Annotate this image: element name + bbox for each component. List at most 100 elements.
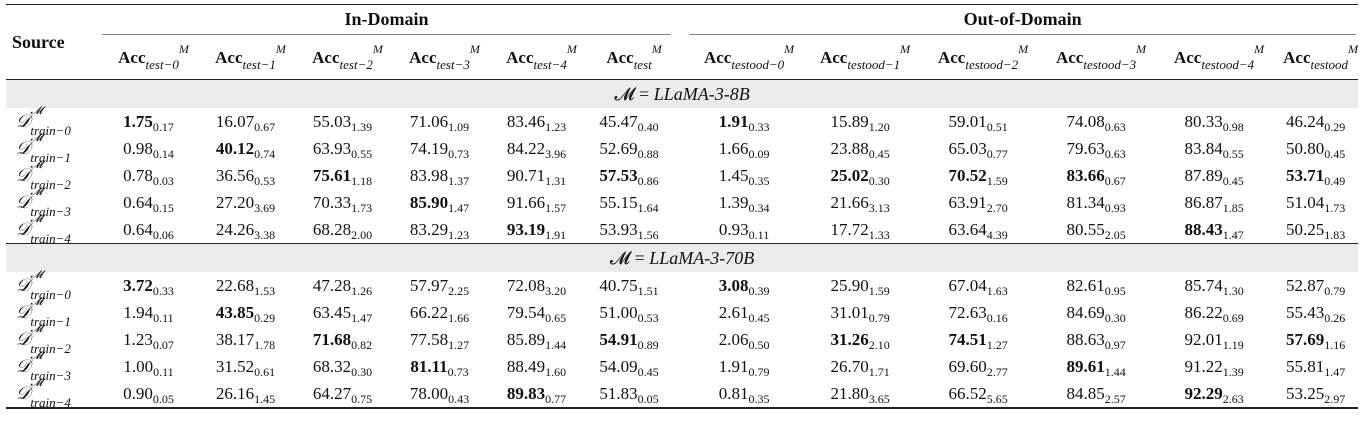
- mean-value: 43.85: [215, 302, 255, 322]
- source-symbol: 𝒟: [16, 165, 31, 186]
- value-cell: 77.581.27: [391, 326, 488, 353]
- value-cell: 27.203.69: [197, 189, 294, 216]
- column-header-sup: M: [372, 42, 383, 56]
- source-sub: train−4: [30, 230, 71, 246]
- std-value: 0.45: [637, 364, 659, 379]
- mean-value: 68.28: [312, 219, 352, 239]
- source-sup: 𝓜: [30, 158, 43, 171]
- std-value: 0.39: [748, 283, 770, 298]
- value-cell: 66.525.65: [919, 380, 1037, 408]
- std-value: 1.44: [1104, 364, 1126, 379]
- mean-value: 26.16: [215, 383, 255, 403]
- std-value: 0.11: [748, 227, 770, 242]
- mean-value: 1.66: [718, 138, 749, 158]
- std-value: 0.16: [986, 310, 1008, 325]
- std-value: 0.15: [152, 200, 174, 215]
- mean-value: 75.61: [312, 165, 352, 185]
- std-value: 3.20: [545, 283, 567, 298]
- value-cell: 74.511.27: [919, 326, 1037, 353]
- column-header-sup: M: [900, 42, 911, 56]
- source-symbol: 𝒟: [16, 111, 31, 132]
- column-header-sup: M: [275, 42, 286, 56]
- value-cell: 51.041.73: [1273, 189, 1358, 216]
- mean-value: 25.02: [830, 165, 869, 185]
- std-value: 2.97: [1324, 391, 1346, 406]
- source-sub: train−2: [30, 176, 71, 192]
- value-cell: 68.282.00: [294, 216, 391, 244]
- mean-value: 81.34: [1066, 192, 1105, 212]
- mean-value: 85.89: [506, 329, 546, 349]
- model-label: 𝓜 = LLaMA-3-70B: [6, 243, 1359, 272]
- mean-value: 66.22: [409, 302, 449, 322]
- std-value: 1.83: [1324, 227, 1346, 242]
- mean-value: 31.01: [830, 302, 869, 322]
- value-cell: 1.910.33: [687, 108, 801, 135]
- std-value: 1.64: [637, 200, 659, 215]
- source-sub: train−3: [30, 367, 71, 383]
- std-value: 1.45: [254, 391, 276, 406]
- mean-value: 23.88: [830, 138, 869, 158]
- std-value: 0.79: [1324, 283, 1346, 298]
- value-cell: 83.660.67: [1037, 162, 1155, 189]
- std-value: 1.33: [868, 227, 890, 242]
- mean-value: 85.90: [409, 192, 449, 212]
- value-cell: 89.830.77: [488, 380, 585, 408]
- column-header-sub: testood−4: [1201, 57, 1255, 72]
- value-cell: 1.390.34: [687, 189, 801, 216]
- column-header-sup: M: [1348, 42, 1359, 56]
- group-gap: [673, 108, 687, 135]
- mean-value: 55.43: [1285, 302, 1325, 322]
- mean-value: 74.51: [948, 329, 987, 349]
- mean-value: 83.98: [409, 165, 449, 185]
- value-cell: 21.663.13: [801, 189, 919, 216]
- source-sub: train−3: [30, 203, 71, 219]
- mean-value: 40.75: [599, 275, 638, 295]
- column-header-sub: test−3: [436, 57, 470, 72]
- value-cell: 84.690.30: [1037, 299, 1155, 326]
- mean-value: 57.69: [1285, 329, 1325, 349]
- value-cell: 74.190.73: [391, 135, 488, 162]
- mean-value: 0.64: [123, 192, 153, 212]
- group-gap: [673, 326, 687, 353]
- std-value: 0.73: [447, 364, 469, 379]
- source-sup: 𝓜: [30, 212, 43, 225]
- value-cell: 82.610.95: [1037, 272, 1155, 299]
- source-sup: 𝓜: [30, 376, 43, 389]
- column-header-base: Acc: [1173, 48, 1202, 67]
- mean-value: 87.89: [1184, 165, 1223, 185]
- mean-value: 1.91: [718, 356, 749, 376]
- mean-value: 2.06: [718, 329, 749, 349]
- std-value: 0.55: [1222, 146, 1244, 161]
- value-cell: 26.161.45: [197, 380, 294, 408]
- std-value: 0.93: [1104, 200, 1126, 215]
- source-symbol: 𝒟: [16, 275, 31, 296]
- mean-value: 90.71: [506, 165, 546, 185]
- std-value: 0.95: [1104, 283, 1126, 298]
- std-value: 1.30: [1222, 283, 1244, 298]
- source-symbol: 𝒟: [16, 383, 31, 404]
- mean-value: 59.01: [948, 111, 987, 131]
- std-value: 1.27: [448, 337, 470, 352]
- mean-value: 89.83: [506, 383, 546, 403]
- std-value: 1.39: [351, 119, 373, 134]
- std-value: 0.74: [254, 146, 276, 161]
- mean-value: 78.00: [409, 383, 449, 403]
- std-value: 1.47: [351, 310, 373, 325]
- std-value: 1.37: [448, 173, 470, 188]
- mean-value: 55.15: [599, 192, 638, 212]
- value-cell: 65.030.77: [919, 135, 1037, 162]
- mean-value: 80.33: [1184, 111, 1223, 131]
- mean-value: 86.87: [1184, 192, 1223, 212]
- value-cell: 1.000.11: [100, 353, 197, 380]
- value-cell: 23.880.45: [801, 135, 919, 162]
- value-cell: 52.690.88: [585, 135, 673, 162]
- column-header-base: Acc: [409, 48, 437, 67]
- std-value: 0.67: [1104, 173, 1126, 188]
- column-header-sup: M: [784, 42, 795, 56]
- value-cell: 31.262.10: [801, 326, 919, 353]
